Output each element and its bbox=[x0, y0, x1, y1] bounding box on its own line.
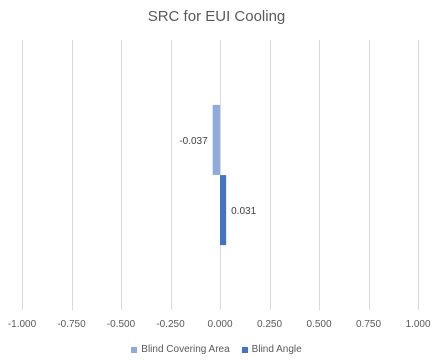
x-tick-label-2: -0.500 bbox=[107, 319, 136, 330]
legend: Blind Covering Area Blind Angle bbox=[0, 344, 433, 355]
legend-label-blind-angle: Blind Angle bbox=[251, 344, 302, 355]
x-tick-label-4: 0.000 bbox=[207, 319, 232, 330]
legend-item-blind-angle: Blind Angle bbox=[241, 344, 302, 355]
legend-label-blind-covering-area: Blind Covering Area bbox=[141, 344, 230, 355]
bar-blind-covering-area bbox=[212, 104, 220, 175]
x-tick-label-0: -1.000 bbox=[8, 319, 37, 330]
x-tick-label-3: -0.250 bbox=[156, 319, 185, 330]
legend-item-blind-covering-area: Blind Covering Area bbox=[131, 344, 230, 355]
x-tick-label-1: -0.750 bbox=[57, 319, 86, 330]
x-tick-label-5: 0.250 bbox=[257, 319, 282, 330]
legend-swatch-blind-covering-area bbox=[131, 346, 138, 353]
legend-swatch-blind-angle bbox=[241, 346, 248, 353]
x-tick-label-7: 0.750 bbox=[356, 319, 381, 330]
x-tick-label-6: 0.500 bbox=[306, 319, 331, 330]
chart-plot: -1.000 -0.750 -0.500 -0.250 0.000 0.250 0.500 0… bbox=[8, 40, 431, 330]
bar-blind-angle bbox=[220, 175, 227, 246]
chart-title: SRC for EUI Cooling bbox=[147, 8, 286, 25]
data-label-blind-covering-area: -0.037 bbox=[179, 136, 208, 147]
data-label-blind-angle: 0.031 bbox=[231, 206, 256, 217]
x-tick-label-8: 1.000 bbox=[405, 319, 430, 330]
